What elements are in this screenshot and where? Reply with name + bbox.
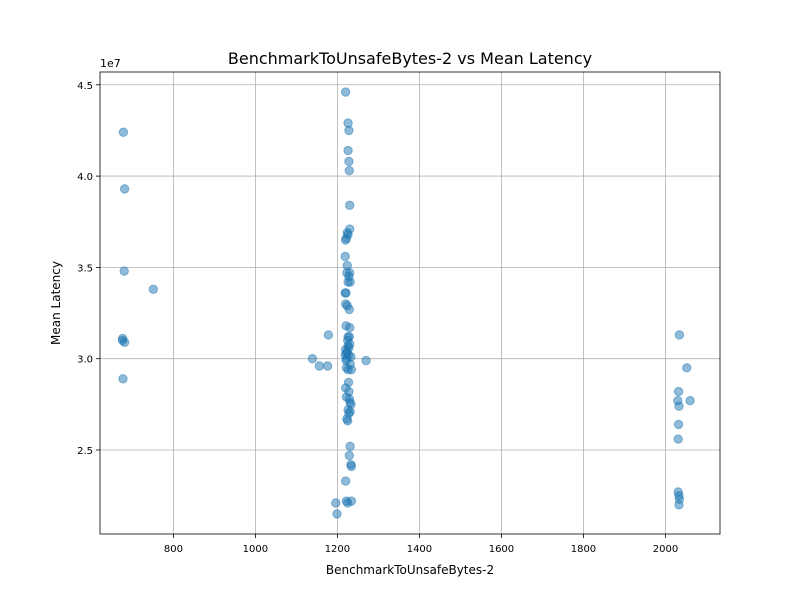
data-point: [685, 395, 695, 406]
data-point: [118, 127, 129, 137]
data-point: [323, 330, 334, 340]
x-tick-label: 2000: [653, 544, 678, 555]
grid-lines: [100, 72, 720, 534]
chart-title: BenchmarkToUnsafeBytes-2 vs Mean Latency: [228, 49, 592, 68]
data-point: [314, 361, 325, 371]
data-point: [119, 184, 130, 194]
data-point: [346, 461, 357, 472]
y-tick-label: 2.5: [77, 446, 93, 457]
data-point: [342, 498, 353, 508]
data-point: [340, 476, 351, 486]
data-point: [344, 450, 355, 461]
data-point: [118, 374, 128, 384]
data-point: [344, 156, 354, 167]
x-axis-ticks: 800 1000 1200 1400 1600 1800 2000: [164, 534, 678, 555]
y-tick-label: 4.0: [77, 172, 93, 183]
plot-frame: [99, 71, 721, 535]
data-point: [673, 386, 684, 397]
data-point: [340, 235, 351, 245]
x-tick-label: 1200: [325, 544, 350, 555]
y-tick-label: 3.5: [77, 263, 93, 274]
y-offset-label: 1e7: [100, 57, 121, 70]
y-axis-ticks: 2.5 3.0 3.5 4.0 4.5: [77, 81, 100, 457]
x-tick-label: 1000: [243, 544, 268, 555]
data-point: [332, 509, 342, 519]
data-point: [119, 337, 130, 347]
x-tick: 800: [164, 534, 183, 555]
data-point: [673, 419, 684, 430]
data-point: [361, 355, 371, 366]
data-point: [341, 288, 351, 298]
data-point: [331, 498, 341, 508]
data-points: [117, 87, 695, 519]
data-point: [340, 251, 350, 262]
x-tick: 1000: [243, 534, 268, 555]
x-tick-label: 1600: [489, 544, 514, 555]
data-point: [674, 401, 684, 411]
data-point: [674, 330, 685, 340]
y-tick: 3.0: [77, 355, 100, 366]
y-tick-label: 4.5: [77, 81, 93, 92]
x-tick: 2000: [653, 534, 678, 555]
data-point: [344, 125, 354, 136]
y-tick-label: 3.0: [77, 355, 93, 366]
x-axis-label: BenchmarkToUnsafeBytes-2: [326, 563, 494, 577]
data-point: [345, 441, 355, 452]
y-tick: 4.0: [77, 172, 100, 183]
data-point: [307, 353, 318, 364]
x-tick: 1800: [571, 534, 596, 555]
data-point: [340, 87, 351, 97]
data-point: [322, 361, 333, 371]
x-tick-label: 800: [164, 544, 183, 555]
data-point: [344, 165, 355, 176]
y-axis-label: Mean Latency: [49, 261, 63, 345]
data-point: [345, 277, 355, 287]
x-tick: 1200: [325, 534, 350, 555]
data-point: [673, 434, 683, 444]
y-tick: 3.5: [77, 263, 100, 274]
x-tick-label: 1400: [407, 544, 432, 555]
data-point: [345, 322, 355, 333]
data-point: [342, 416, 353, 426]
data-point: [346, 364, 357, 375]
data-point: [148, 284, 159, 295]
data-point: [119, 266, 129, 276]
x-tick: 1400: [407, 534, 432, 555]
data-point: [344, 304, 355, 315]
data-point: [345, 200, 355, 211]
x-tick-label: 1800: [571, 544, 596, 555]
data-point: [674, 500, 684, 510]
x-tick: 1600: [489, 534, 514, 555]
data-point: [682, 363, 692, 373]
data-point: [343, 145, 353, 156]
y-tick: 4.5: [77, 81, 100, 92]
y-tick: 2.5: [77, 446, 100, 457]
